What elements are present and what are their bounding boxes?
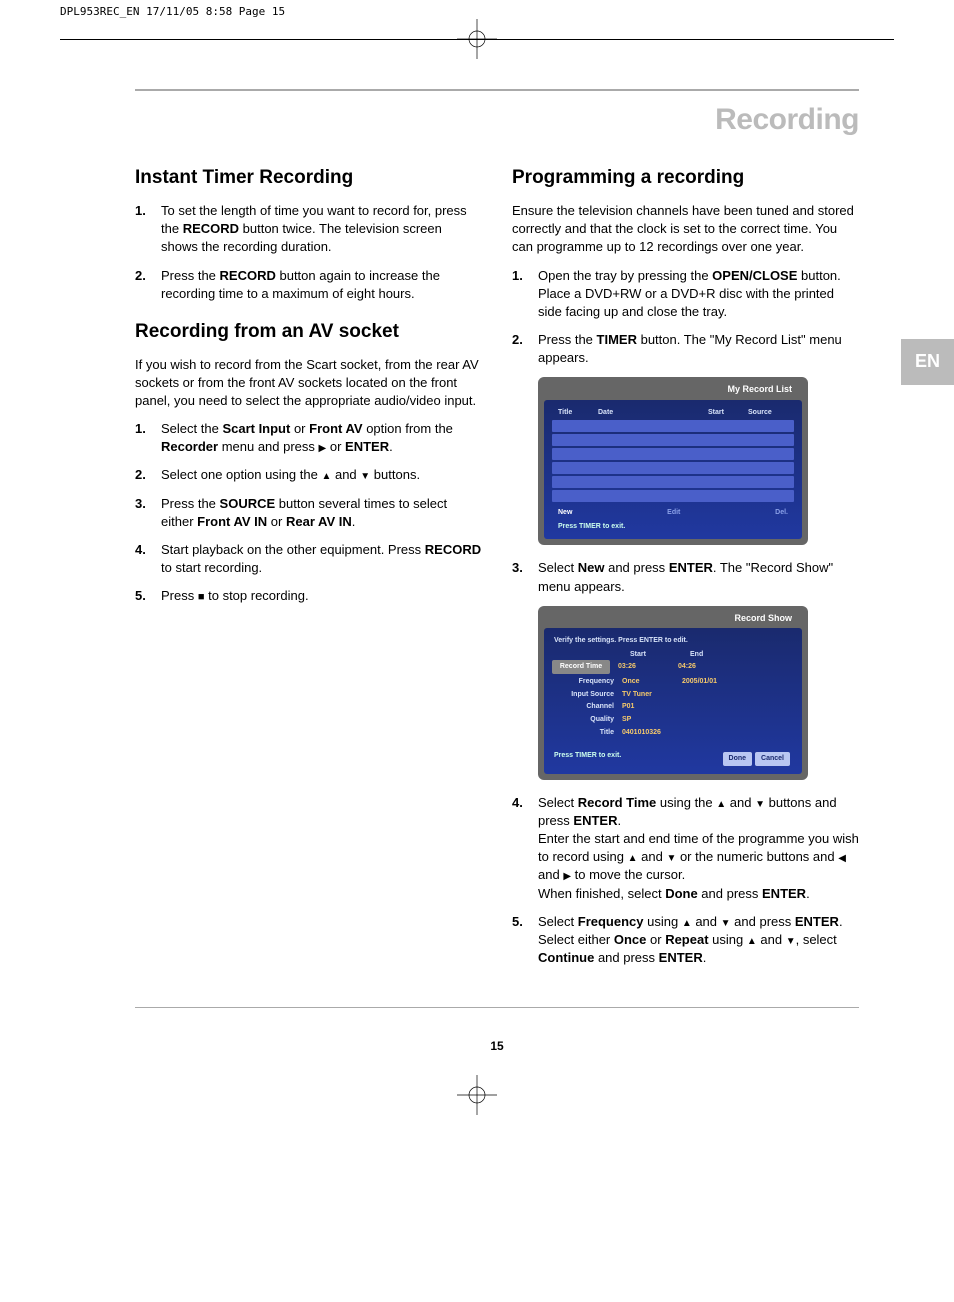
step-item: Start playback on the other equipment. P… xyxy=(135,541,482,577)
ui2-row-value: P01 xyxy=(622,702,682,712)
ui2-row: FrequencyOnce2005/01/01 xyxy=(552,677,794,687)
ui2-row-value: SP xyxy=(622,715,682,725)
ui1-col: Source xyxy=(748,408,788,418)
ui2-row: ChannelP01 xyxy=(552,702,794,712)
ui1-action: New xyxy=(558,508,572,518)
ui2-header-cell: End xyxy=(690,650,750,660)
ui2-row-value: 0401010326 xyxy=(622,728,682,738)
ui2-button: Cancel xyxy=(755,752,790,766)
step-item: Open the tray by pressing the OPEN/CLOSE… xyxy=(512,267,859,322)
crop-header: DPL953REC_EN 17/11/05 8:58 Page 15 xyxy=(0,0,954,19)
ui2-exit: Press TIMER to exit. xyxy=(552,751,621,761)
ui2-row-label: Channel xyxy=(552,702,622,712)
ui2-row-value: TV Tuner xyxy=(622,690,682,700)
step-item: Press the RECORD button again to increas… xyxy=(135,267,482,303)
ui-record-show: Record Show Verify the settings. Press E… xyxy=(538,606,808,780)
step-item: Select Frequency using and and press ENT… xyxy=(512,913,859,968)
ui2-row: QualitySP xyxy=(552,715,794,725)
ui2-row-label: Frequency xyxy=(552,677,622,687)
left-column: Instant Timer Recording To set the lengt… xyxy=(135,161,482,977)
heading-instant-timer: Instant Timer Recording xyxy=(135,165,482,192)
ui2-header-cell xyxy=(552,650,630,660)
crop-marks-bottom xyxy=(0,1065,954,1125)
intro-programming: Ensure the television channels have been… xyxy=(512,202,859,257)
step-item: Press the SOURCE button several times to… xyxy=(135,495,482,531)
crop-marks-top xyxy=(0,19,954,69)
ui2-verify: Verify the settings. Press ENTER to edit… xyxy=(552,634,794,650)
ui1-action: Edit xyxy=(667,508,680,518)
ui2-row-value2: 04:26 xyxy=(678,662,738,672)
ui2-row: Title0401010326 xyxy=(552,728,794,738)
lang-tab: EN xyxy=(901,339,954,384)
heading-av-socket: Recording from an AV socket xyxy=(135,319,482,346)
ui-my-record-list: My Record List TitleDateStartSource New E… xyxy=(538,377,808,545)
step-item: Press the TIMER button. The "My Record L… xyxy=(512,331,859,367)
ui2-row-value: Once xyxy=(622,677,682,687)
page-number: 15 xyxy=(135,1038,859,1055)
ui2-title: Record Show xyxy=(544,612,802,625)
step-item: Select New and press ENTER. The "Record … xyxy=(512,559,859,595)
ui1-footer: Press TIMER to exit. xyxy=(552,522,794,532)
ui2-button: Done xyxy=(723,752,753,766)
ui1-col: Start xyxy=(708,408,748,418)
ui2-row-label: Record Time xyxy=(552,660,610,674)
step-item: Press to stop recording. xyxy=(135,587,482,605)
step-item: To set the length of time you want to re… xyxy=(135,202,482,257)
ui2-row-label: Quality xyxy=(552,715,622,725)
step-item: Select one option using the and buttons. xyxy=(135,466,482,484)
page-title: Recording xyxy=(135,99,859,141)
ui2-row: Input SourceTV Tuner xyxy=(552,690,794,700)
ui2-row: Record Time 03:2604:26 xyxy=(552,660,794,674)
ui2-header-cell: Start xyxy=(630,650,690,660)
ui2-row-label: Title xyxy=(552,728,622,738)
ui2-row-label: Input Source xyxy=(552,690,622,700)
ui2-row-value: 03:26 xyxy=(618,662,678,672)
heading-programming: Programming a recording xyxy=(512,165,859,192)
step-item: Select the Scart Input or Front AV optio… xyxy=(135,420,482,456)
step-item: Select Record Time using the and buttons… xyxy=(512,794,859,903)
ui1-action: Del. xyxy=(775,508,788,518)
right-column: Programming a recording Ensure the telev… xyxy=(512,161,859,977)
ui1-title: My Record List xyxy=(544,383,802,396)
ui1-col: Date xyxy=(598,408,708,418)
ui1-col: Title xyxy=(558,408,598,418)
ui2-row-value2: 2005/01/01 xyxy=(682,677,742,687)
intro-av-socket: If you wish to record from the Scart soc… xyxy=(135,356,482,411)
